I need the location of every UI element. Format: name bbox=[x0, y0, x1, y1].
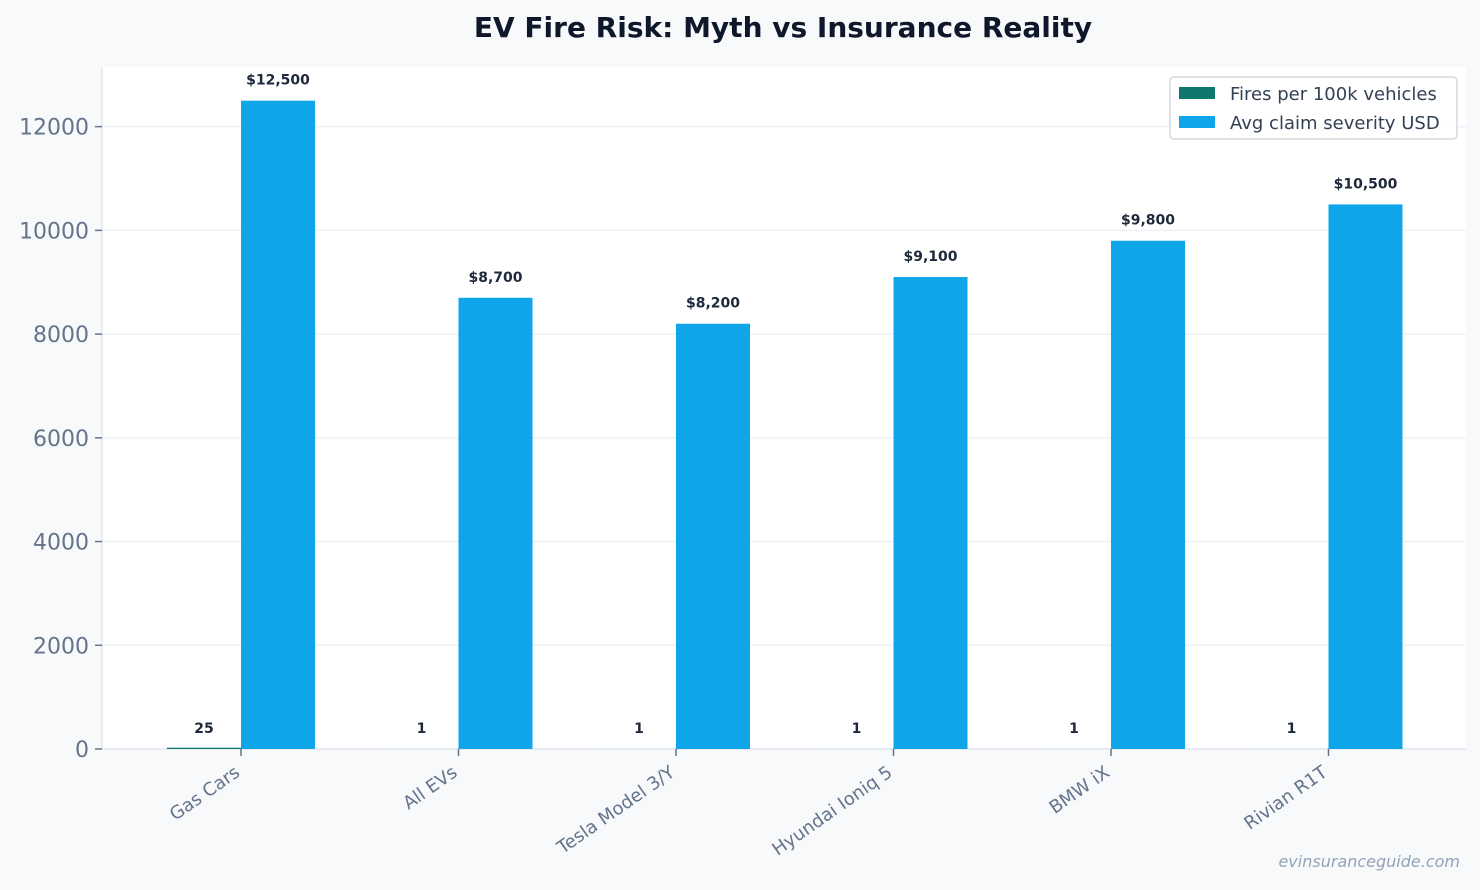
bar-s1-4[interactable] bbox=[1111, 241, 1185, 749]
x-tick-label-3: Hyundai Ioniq 5 bbox=[768, 762, 896, 860]
data-label-s1-5: $10,500 bbox=[1334, 176, 1398, 192]
x-tick-label-1: All EVs bbox=[399, 762, 461, 814]
bar-s1-1[interactable] bbox=[459, 298, 533, 749]
legend-label-0: Fires per 100k vehicles bbox=[1230, 84, 1437, 105]
y-tick-label-4: 8000 bbox=[33, 323, 89, 348]
bar-s1-3[interactable] bbox=[894, 277, 968, 749]
x-tick-label-0: Gas Cars bbox=[166, 762, 244, 825]
x-axis-ticks: Gas Cars All EVs Tesla Model 3/Y Hyundai Io… bbox=[166, 749, 1332, 860]
data-label-s1-2: $8,200 bbox=[686, 296, 740, 312]
data-label-s0-3: 1 bbox=[852, 721, 862, 737]
legend-label-1: Avg claim severity USD bbox=[1230, 113, 1440, 134]
data-label-s1-1: $8,700 bbox=[468, 270, 522, 286]
data-label-s0-5: 1 bbox=[1287, 721, 1297, 737]
y-tick-label-3: 6000 bbox=[33, 427, 89, 452]
y-tick-label-2: 4000 bbox=[33, 531, 89, 556]
chart-title: EV Fire Risk: Myth vs Insurance Reality bbox=[474, 11, 1092, 44]
legend-swatch-0 bbox=[1179, 87, 1215, 99]
bar-s1-5[interactable] bbox=[1329, 204, 1403, 749]
x-tick-label-5: Rivian R1T bbox=[1240, 761, 1332, 834]
bar-s1-0[interactable] bbox=[241, 101, 315, 749]
y-axis-ticks: 0 2000 4000 6000 8000 10000 12000 bbox=[19, 116, 102, 763]
y-tick-label-0: 0 bbox=[75, 738, 89, 763]
y-tick-label-5: 10000 bbox=[19, 219, 89, 244]
data-label-s1-3: $9,100 bbox=[903, 249, 957, 265]
data-label-s0-2: 1 bbox=[634, 721, 644, 737]
x-tick-label-4: BMW iX bbox=[1046, 762, 1114, 819]
data-label-s0-4: 1 bbox=[1069, 721, 1079, 737]
data-label-s0-0: 25 bbox=[194, 721, 213, 737]
watermark-text: evinsuranceguide.com bbox=[1278, 852, 1460, 871]
data-label-s1-4: $9,800 bbox=[1121, 213, 1175, 229]
data-label-s1-0: $12,500 bbox=[246, 73, 310, 89]
legend-swatch-1 bbox=[1179, 116, 1215, 128]
bar-s1-2[interactable] bbox=[676, 324, 750, 749]
x-tick-label-2: Tesla Model 3/Y bbox=[553, 761, 680, 859]
bar-s0-0[interactable] bbox=[167, 748, 241, 749]
legend: Fires per 100k vehicles Avg claim severit… bbox=[1170, 77, 1457, 139]
data-label-s0-1: 1 bbox=[417, 721, 427, 737]
y-tick-label-6: 12000 bbox=[19, 116, 89, 141]
y-tick-label-1: 2000 bbox=[33, 634, 89, 659]
